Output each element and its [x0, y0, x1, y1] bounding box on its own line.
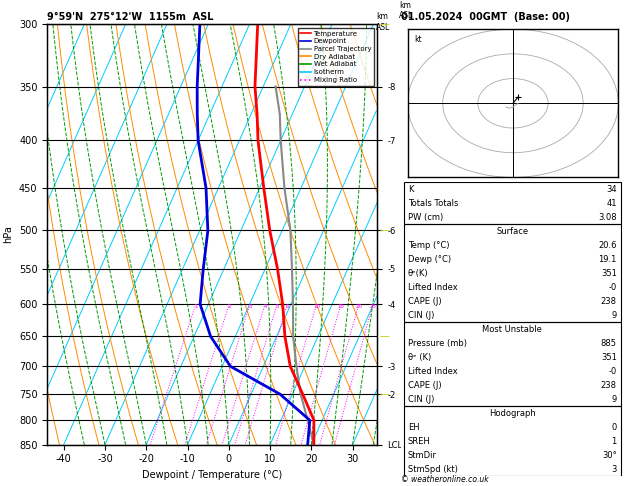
Text: 1: 1	[611, 437, 616, 446]
Text: Dewp (°C): Dewp (°C)	[408, 255, 451, 264]
Text: —: —	[379, 19, 389, 29]
Text: -0: -0	[608, 283, 616, 292]
X-axis label: Dewpoint / Temperature (°C): Dewpoint / Temperature (°C)	[142, 470, 282, 480]
Text: Totals Totals: Totals Totals	[408, 199, 459, 208]
Text: 9°59'N  275°12'W  1155m  ASL: 9°59'N 275°12'W 1155m ASL	[47, 12, 214, 22]
Text: 6: 6	[286, 304, 289, 309]
Bar	[404, 322, 621, 406]
Text: -0: -0	[608, 367, 616, 376]
Text: km
ASL: km ASL	[399, 0, 413, 20]
Text: —: —	[379, 226, 389, 236]
Text: 4: 4	[264, 304, 267, 309]
Text: 1: 1	[194, 304, 198, 309]
Text: StmSpd (kt): StmSpd (kt)	[408, 465, 458, 474]
Text: 2: 2	[228, 304, 231, 309]
Text: 5: 5	[276, 304, 279, 309]
Text: 3: 3	[248, 304, 252, 309]
Text: 10: 10	[313, 304, 320, 309]
Y-axis label: Mixing Ratio (g/kg): Mixing Ratio (g/kg)	[404, 195, 413, 274]
Y-axis label: hPa: hPa	[3, 226, 13, 243]
Text: 20: 20	[355, 304, 362, 309]
Text: Lifted Index: Lifted Index	[408, 367, 458, 376]
Text: Lifted Index: Lifted Index	[408, 283, 458, 292]
Text: Most Unstable: Most Unstable	[482, 325, 542, 334]
Text: Hodograph: Hodograph	[489, 409, 536, 418]
Text: 3: 3	[611, 465, 616, 474]
Bar	[404, 406, 621, 476]
Text: 3.08: 3.08	[598, 213, 616, 222]
Text: EH: EH	[408, 423, 420, 432]
Text: CIN (J): CIN (J)	[408, 395, 435, 404]
Text: CIN (J): CIN (J)	[408, 311, 435, 320]
Text: kt: kt	[415, 35, 422, 44]
Text: PW (cm): PW (cm)	[408, 213, 443, 222]
Text: 01.05.2024  00GMT  (Base: 00): 01.05.2024 00GMT (Base: 00)	[401, 12, 570, 22]
Text: 20.6: 20.6	[598, 241, 616, 250]
Text: 30°: 30°	[602, 451, 616, 460]
Legend: Temperature, Dewpoint, Parcel Trajectory, Dry Adiabat, Wet Adiabat, Isotherm, Mi: Temperature, Dewpoint, Parcel Trajectory…	[298, 28, 374, 86]
Bar	[404, 182, 621, 224]
Text: K: K	[408, 185, 413, 194]
Text: 885: 885	[601, 339, 616, 348]
Bar	[404, 224, 621, 322]
Text: SREH: SREH	[408, 437, 431, 446]
Text: 41: 41	[606, 199, 616, 208]
Text: 351: 351	[601, 353, 616, 362]
Text: 238: 238	[601, 381, 616, 390]
Text: 25: 25	[369, 304, 376, 309]
Text: 15: 15	[338, 304, 345, 309]
Text: CAPE (J): CAPE (J)	[408, 297, 442, 306]
Text: 351: 351	[601, 269, 616, 278]
Text: Pressure (mb): Pressure (mb)	[408, 339, 467, 348]
Text: 34: 34	[606, 185, 616, 194]
Text: 0: 0	[611, 423, 616, 432]
Text: © weatheronline.co.uk: © weatheronline.co.uk	[401, 474, 489, 484]
Text: 238: 238	[601, 297, 616, 306]
Text: 19.1: 19.1	[598, 255, 616, 264]
Text: km
ASL: km ASL	[376, 12, 391, 32]
Text: CAPE (J): CAPE (J)	[408, 381, 442, 390]
Text: 9: 9	[611, 311, 616, 320]
Text: StmDir: StmDir	[408, 451, 437, 460]
Text: Temp (°C): Temp (°C)	[408, 241, 450, 250]
Text: —: —	[379, 331, 389, 341]
Text: 9: 9	[611, 395, 616, 404]
Text: θᵉ(K): θᵉ(K)	[408, 269, 428, 278]
Text: —: —	[379, 389, 389, 399]
Text: θᵉ (K): θᵉ (K)	[408, 353, 431, 362]
Text: Surface: Surface	[496, 227, 528, 236]
